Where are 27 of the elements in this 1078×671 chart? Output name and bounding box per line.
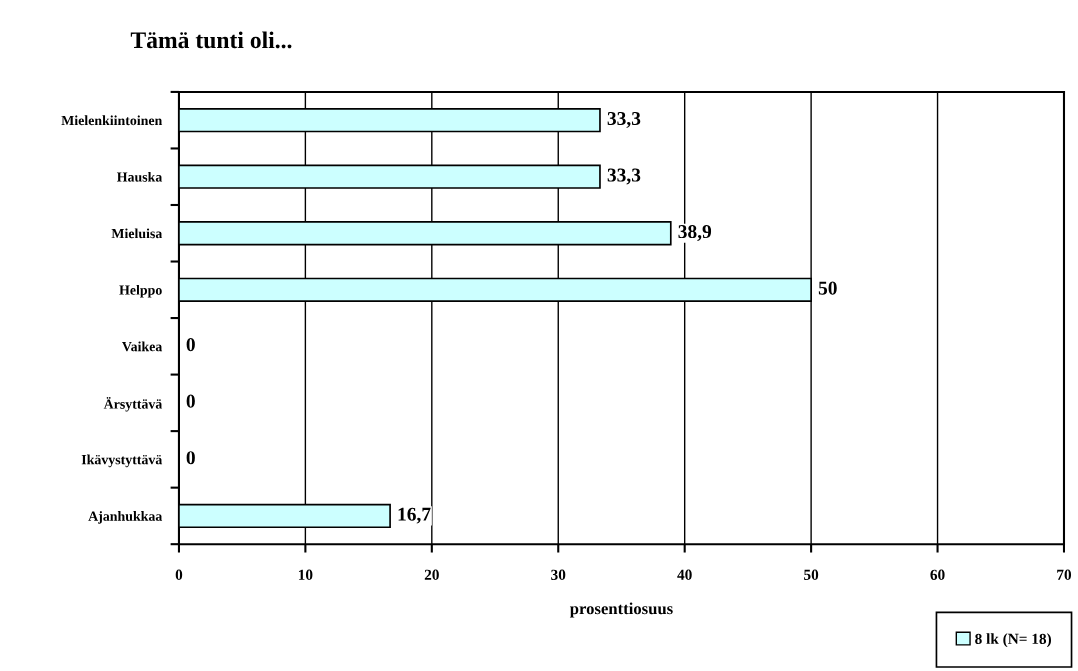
x-axis-title: prosenttiosuus [569,602,673,618]
data-label: 0 [186,394,195,408]
y-tick-label: Ikävystyttävä [81,454,163,468]
x-tick-label: 60 [930,569,945,580]
x-tick-label: 30 [551,569,566,580]
y-tick-label: Mieluisa [111,228,163,239]
data-label: 33,3 [607,111,641,128]
data-label: 0 [186,338,195,352]
x-tick-label: 20 [424,569,439,580]
x-tick-label: 50 [804,569,819,580]
y-tick-label: Ärsyttävä [103,397,163,412]
y-tick-label: Helppo [119,284,162,298]
data-label: 0 [186,451,195,465]
y-tick-label: Ajanhukkaa [88,511,163,524]
legend-label: 8 lk (N= 18) [975,633,1051,648]
x-tick-label: 40 [677,569,692,580]
y-tick-label: Mielenkiintoinen [61,115,163,126]
x-tick-label: 0 [175,569,183,580]
data-label: 38,9 [678,225,712,241]
data-label: 50 [818,281,837,295]
y-tick-label: Vaikea [122,341,163,352]
x-tick-label: 10 [298,569,313,580]
data-label: 16,7 [398,507,431,524]
x-tick-label: 70 [1057,569,1072,580]
chart-title: Tämä tunti oli... [130,31,292,49]
data-label: 33,3 [607,168,641,185]
y-tick-label: Hauska [116,171,163,182]
